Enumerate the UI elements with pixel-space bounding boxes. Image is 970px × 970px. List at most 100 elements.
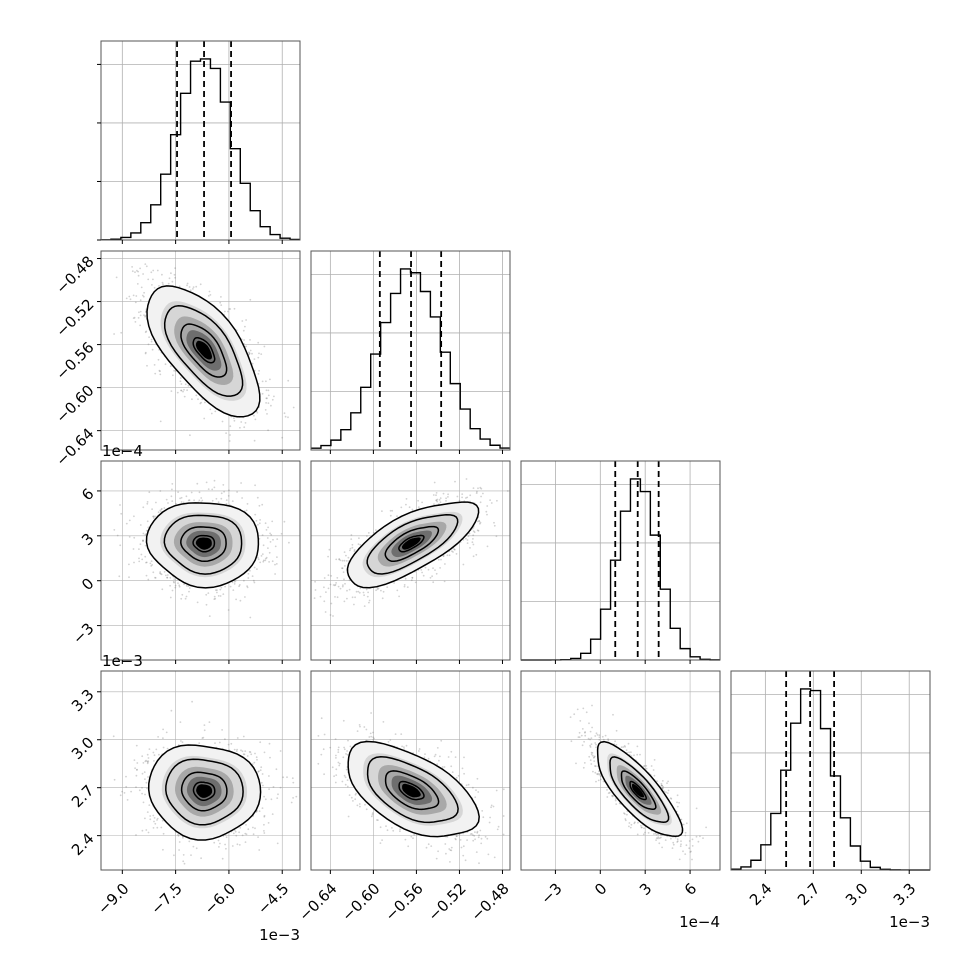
sample-point: [376, 588, 379, 591]
contour-line-1: [163, 514, 243, 575]
sample-point: [417, 499, 419, 502]
sample-point: [251, 575, 254, 577]
sample-point: [367, 591, 369, 594]
sample-point: [347, 556, 350, 559]
sample-point: [180, 501, 183, 503]
contour-line-2: [180, 323, 228, 378]
sample-point: [216, 589, 218, 591]
sample-point: [222, 593, 225, 595]
panel-content: [101, 461, 300, 660]
sample-point: [327, 555, 329, 558]
sample-point: [144, 263, 147, 265]
sample-point: [160, 826, 163, 829]
sample-point: [236, 491, 239, 493]
sample-point: [283, 412, 286, 415]
sample-point: [436, 498, 439, 501]
sample-point: [339, 559, 342, 562]
sample-point: [205, 593, 208, 596]
sample-point: [292, 406, 295, 409]
sample-point: [171, 500, 174, 502]
sample-point: [472, 543, 475, 546]
sample-point: [187, 499, 190, 502]
sample-point: [145, 574, 148, 577]
sample-point: [225, 499, 228, 501]
sample-point: [245, 509, 248, 512]
sample-point: [159, 370, 161, 373]
sample-point: [257, 356, 260, 359]
sample-point: [496, 499, 498, 502]
sample-point: [267, 547, 269, 549]
sample-point: [490, 502, 493, 504]
sample-point: [477, 529, 480, 532]
sample-point: [435, 499, 438, 502]
sample-point: [442, 555, 445, 558]
sample-point: [348, 588, 351, 591]
sample-point: [172, 374, 174, 377]
sample-point: [229, 308, 232, 310]
sample-point: [234, 580, 237, 582]
sample-point: [196, 601, 199, 604]
sample-point: [506, 490, 509, 492]
sample-point: [160, 507, 163, 510]
sample-point: [339, 587, 342, 590]
sample-point: [221, 420, 224, 423]
sample-point: [403, 584, 406, 586]
sample-point: [136, 269, 138, 272]
sample-point: [253, 414, 255, 417]
sample-point: [335, 558, 338, 561]
sample-point: [200, 497, 203, 499]
sample-point: [355, 590, 358, 593]
sample-point: [174, 276, 177, 279]
density-level-4: [195, 537, 212, 550]
sample-point: [453, 548, 456, 551]
sample-point: [477, 487, 479, 490]
sample-point: [396, 515, 398, 517]
sample-point: [466, 539, 469, 541]
sample-point: [466, 542, 469, 544]
sample-point: [185, 595, 188, 598]
sample-point: [219, 301, 222, 304]
sample-point: [472, 530, 475, 532]
sample-point: [233, 417, 235, 420]
sample-point: [439, 567, 441, 569]
sample-point: [445, 500, 447, 502]
sample-point: [473, 531, 476, 534]
sample-point: [444, 563, 446, 565]
sample-point: [160, 508, 163, 511]
sample-point: [131, 266, 134, 268]
sample-point: [262, 544, 265, 547]
sample-point: [139, 267, 142, 270]
sample-point: [184, 383, 187, 386]
sample-point: [211, 488, 214, 491]
sample-point: [249, 616, 252, 619]
sample-point: [274, 573, 276, 575]
sample-point: [145, 561, 148, 564]
sample-point: [148, 491, 151, 494]
sample-point: [280, 532, 283, 535]
sample-point: [253, 566, 256, 569]
sample-point: [447, 493, 449, 496]
sample-point: [265, 529, 268, 531]
sample-point: [169, 596, 172, 599]
sample-point: [328, 548, 331, 551]
sample-point: [246, 586, 249, 589]
sample-point: [262, 560, 265, 563]
sample-point: [169, 584, 172, 587]
sample-point: [213, 598, 216, 600]
sample-point: [253, 439, 256, 442]
sample-point: [288, 541, 290, 544]
sample-point: [134, 271, 136, 274]
sample-point: [323, 600, 326, 603]
sample-point: [345, 560, 348, 562]
sample-point: [159, 571, 162, 573]
sample-point: [436, 500, 439, 503]
sample-point: [177, 582, 179, 584]
sample-point: [258, 504, 261, 507]
sample-point: [209, 408, 212, 411]
sample-point: [343, 578, 345, 581]
sample-point: [135, 834, 137, 836]
sample-point: [204, 401, 206, 404]
sample-point: [157, 358, 160, 361]
sample-point: [380, 589, 382, 592]
sample-point: [152, 515, 155, 518]
